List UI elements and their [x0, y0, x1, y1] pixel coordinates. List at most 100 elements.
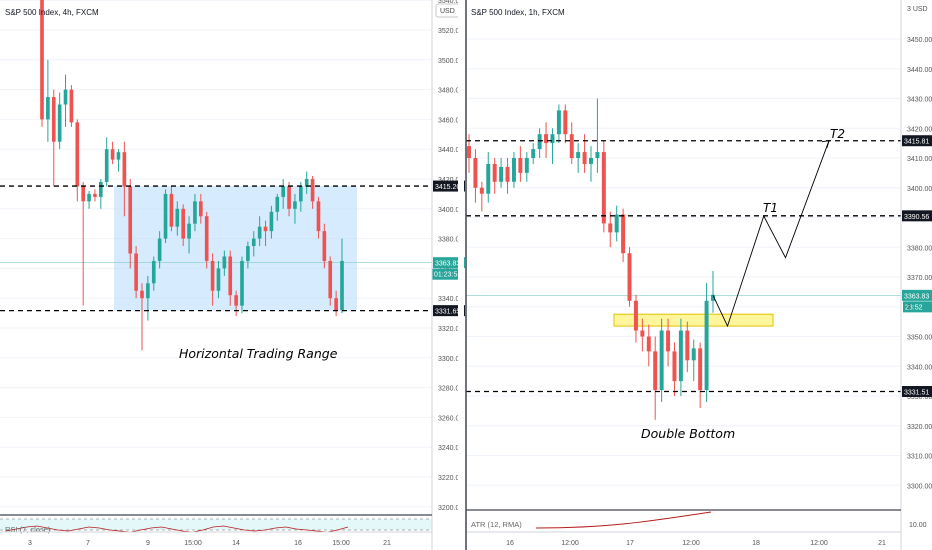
x-tick-label: 16 — [294, 540, 302, 547]
candle-body — [499, 166, 504, 182]
candle-body — [210, 260, 215, 291]
candle-body — [537, 134, 542, 150]
y-tick-label: 3450.00 — [907, 37, 932, 44]
level-label-bg — [902, 386, 932, 398]
candle-body — [293, 201, 297, 209]
candle-body — [69, 89, 74, 123]
candle-body — [698, 348, 703, 391]
candle-body — [678, 330, 683, 382]
candle-body — [234, 295, 238, 306]
candle-body — [222, 256, 227, 269]
candle-body — [110, 149, 115, 160]
y-tick-label: 3500.00 — [438, 58, 463, 65]
candle-body — [40, 0, 44, 120]
candle-body — [316, 201, 321, 232]
x-tick-label: 7 — [86, 540, 90, 547]
x-tick-label: 9 — [146, 540, 150, 547]
y-tick-label: 3420.00 — [907, 126, 932, 133]
candle-body — [287, 186, 291, 209]
last-price-label-bg — [902, 289, 932, 301]
candle-body — [531, 149, 536, 158]
countdown-label: 01:23:52 — [434, 272, 461, 279]
candle-body — [87, 193, 91, 202]
chart-title: S&P 500 Index, 4h, FXCM — [5, 8, 99, 17]
candle-body — [556, 110, 561, 135]
y-tick-label: 3330.00 — [907, 394, 932, 401]
candle-body — [81, 186, 85, 202]
candle-body — [659, 330, 664, 391]
candle-body — [563, 110, 568, 135]
candle-body — [601, 152, 606, 224]
annotation-trading-range: Horizontal Trading Range — [179, 346, 338, 361]
candle-body — [204, 216, 209, 261]
y-tick-label: 3340.00 — [438, 296, 463, 303]
annotation-t2: T2 — [830, 127, 845, 141]
countdown-label-bg — [432, 268, 464, 280]
y-tick-label: 3200.00 — [438, 505, 463, 512]
candle-body — [304, 179, 309, 187]
candle-body — [163, 193, 168, 239]
y-tick-label: 3300.00 — [438, 356, 463, 363]
y-tick-label: 3380.00 — [907, 245, 932, 252]
indicator-label: ATR (12, RMA) — [471, 520, 522, 529]
candle-body — [582, 152, 587, 164]
candle-body — [169, 193, 174, 227]
range-box — [114, 186, 357, 311]
candle-body — [691, 348, 696, 361]
candle-body — [511, 158, 516, 182]
y-tick-label: 3430.00 — [907, 97, 932, 104]
candle-body — [75, 122, 80, 187]
candle-body — [711, 294, 715, 301]
y-tick-label: 3400.00 — [907, 186, 932, 193]
x-tick-label: 15:00 — [332, 540, 350, 547]
candle-body — [340, 260, 344, 311]
x-tick-label: 12:00 — [810, 540, 828, 547]
candle-body — [640, 330, 645, 337]
level-label-bg — [433, 305, 465, 317]
level-label-bg — [902, 135, 932, 147]
x-tick-label: 21 — [878, 540, 886, 547]
panel-background — [466, 0, 901, 550]
y-tick-label: 3350.00 — [907, 335, 932, 342]
y-tick-label: 3320.00 — [907, 424, 932, 431]
y-tick-label: 3440.00 — [907, 67, 932, 74]
candle-body — [216, 268, 221, 291]
x-tick-label: 14 — [232, 540, 240, 547]
candle-body — [492, 163, 497, 182]
candle-body — [175, 208, 180, 227]
x-tick-label: 12:00 — [561, 540, 579, 547]
candle-body — [633, 300, 638, 331]
currency-label: USD — [440, 8, 455, 15]
x-tick-label: 17 — [626, 540, 634, 547]
atr-value-label: 10.00 — [909, 522, 927, 529]
candle-body — [281, 186, 285, 197]
candle-body — [140, 290, 144, 299]
chart-title: S&P 500 Index, 1h, FXCM — [471, 8, 565, 17]
x-tick-label: 3 — [28, 540, 32, 547]
y-tick-label: 3320.00 — [438, 326, 463, 333]
candle-body — [116, 152, 121, 160]
y-tick-label: 3540.00 — [438, 0, 463, 5]
candle-body — [122, 152, 127, 187]
y-tick-label: 3240.00 — [438, 445, 463, 452]
candle-body — [275, 196, 280, 212]
indicator-label: RSI (7, close) — [5, 525, 51, 534]
atr-line — [535, 511, 712, 529]
candle-body — [240, 260, 244, 306]
candle-body — [569, 134, 574, 158]
level-label-bg — [433, 180, 465, 192]
candle-body — [479, 187, 484, 194]
y-tick-label: 3380.00 — [438, 237, 463, 244]
candle-body — [334, 298, 338, 311]
y-tick-label: 3280.00 — [438, 386, 463, 393]
y-tick-label: 3410.00 — [907, 156, 932, 163]
level-label: 3415.26 — [435, 184, 460, 191]
partial-axis-label: 3 — [907, 304, 911, 311]
countdown-label: 23:52 — [905, 304, 923, 311]
candle-body — [51, 97, 56, 142]
annotation-t1: T1 — [763, 201, 778, 215]
projection-arrowhead — [821, 140, 830, 148]
y-tick-label: 3220.00 — [438, 475, 463, 482]
candle-body — [63, 89, 68, 105]
